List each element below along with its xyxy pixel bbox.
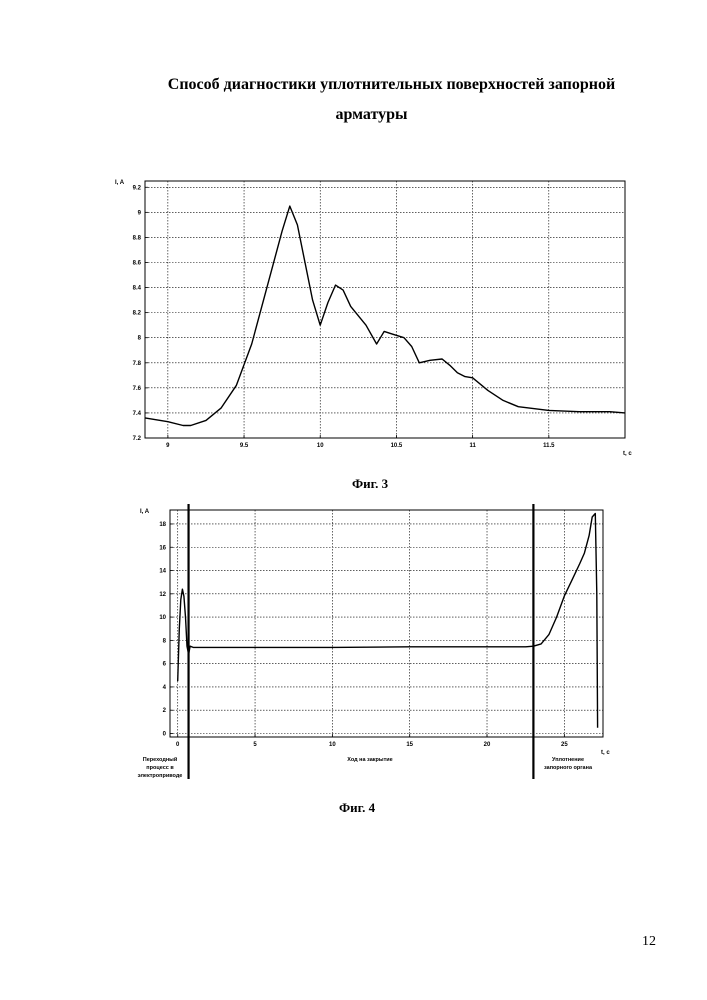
x-tick-label: 15 <box>406 742 413 748</box>
y-tick-label: 2 <box>163 708 167 714</box>
x-tick-label: 25 <box>561 742 568 748</box>
x-tick-label: 9 <box>166 443 170 449</box>
y-tick-label: 7.4 <box>133 411 142 417</box>
annotation-text: Ход на закрытие <box>347 757 392 763</box>
x-tick-label: 10 <box>329 742 336 748</box>
annotation-text: процесс в <box>146 765 174 771</box>
x-tick-label: 11.5 <box>543 443 555 449</box>
plot-frame <box>145 181 625 438</box>
y-tick-label: 9.2 <box>133 185 142 191</box>
y-tick-label: 18 <box>159 522 166 528</box>
x-tick-label: 0 <box>176 742 180 748</box>
y-tick-label: 12 <box>159 592 166 598</box>
figure-3-caption: Фиг. 3 <box>352 476 388 492</box>
y-tick-label: 8.4 <box>133 286 142 292</box>
y-axis-label: I, A <box>115 180 125 186</box>
figure-4-caption: Фиг. 4 <box>339 800 375 816</box>
x-tick-label: 10.5 <box>391 443 403 449</box>
annotation-text: Уплотнение <box>552 757 584 763</box>
x-tick-label: 20 <box>484 742 491 748</box>
series-line <box>178 514 598 728</box>
x-tick-label: 10 <box>317 443 324 449</box>
series-line <box>145 206 625 425</box>
y-tick-label: 7.8 <box>133 361 142 367</box>
x-axis-label: t, c <box>623 451 632 457</box>
y-tick-label: 7.6 <box>133 386 142 392</box>
annotation-text: запорного органа <box>544 765 593 771</box>
y-tick-label: 8.8 <box>133 235 142 241</box>
page-number: 12 <box>642 934 656 950</box>
plot-frame <box>170 510 603 737</box>
y-tick-label: 6 <box>163 662 167 668</box>
x-axis-label: t, c <box>601 750 610 756</box>
chart-4: 0 2 4 6 8 10 12 14 16 18 0 5 10 15 20 25 I, A t, c Переход… <box>138 504 611 779</box>
y-tick-label: 10 <box>159 615 166 621</box>
y-tick-label: 16 <box>159 545 166 551</box>
y-tick-label: 7.2 <box>133 436 142 442</box>
y-tick-label: 8 <box>138 336 142 342</box>
y-tick-label: 8.2 <box>133 311 142 317</box>
y-tick-label: 0 <box>163 732 167 738</box>
chart-3: 7.2 7.4 7.6 7.8 8 8.2 8.4 8.6 8.8 9 9.2 9 9.5 10 10.5 1… <box>115 180 632 457</box>
annotation-text: Переходный <box>143 756 177 763</box>
y-tick-label: 4 <box>163 685 167 691</box>
y-tick-label: 14 <box>159 569 166 575</box>
x-tick-label: 9.5 <box>240 443 249 449</box>
y-tick-label: 8 <box>163 638 167 644</box>
x-tick-label: 5 <box>253 742 257 748</box>
y-tick-label: 9 <box>138 210 142 216</box>
annotation-text: электроприводе <box>138 773 183 779</box>
y-axis-label: I, A <box>140 509 150 515</box>
x-tick-label: 11 <box>469 443 476 449</box>
y-tick-label: 8.6 <box>133 260 142 266</box>
